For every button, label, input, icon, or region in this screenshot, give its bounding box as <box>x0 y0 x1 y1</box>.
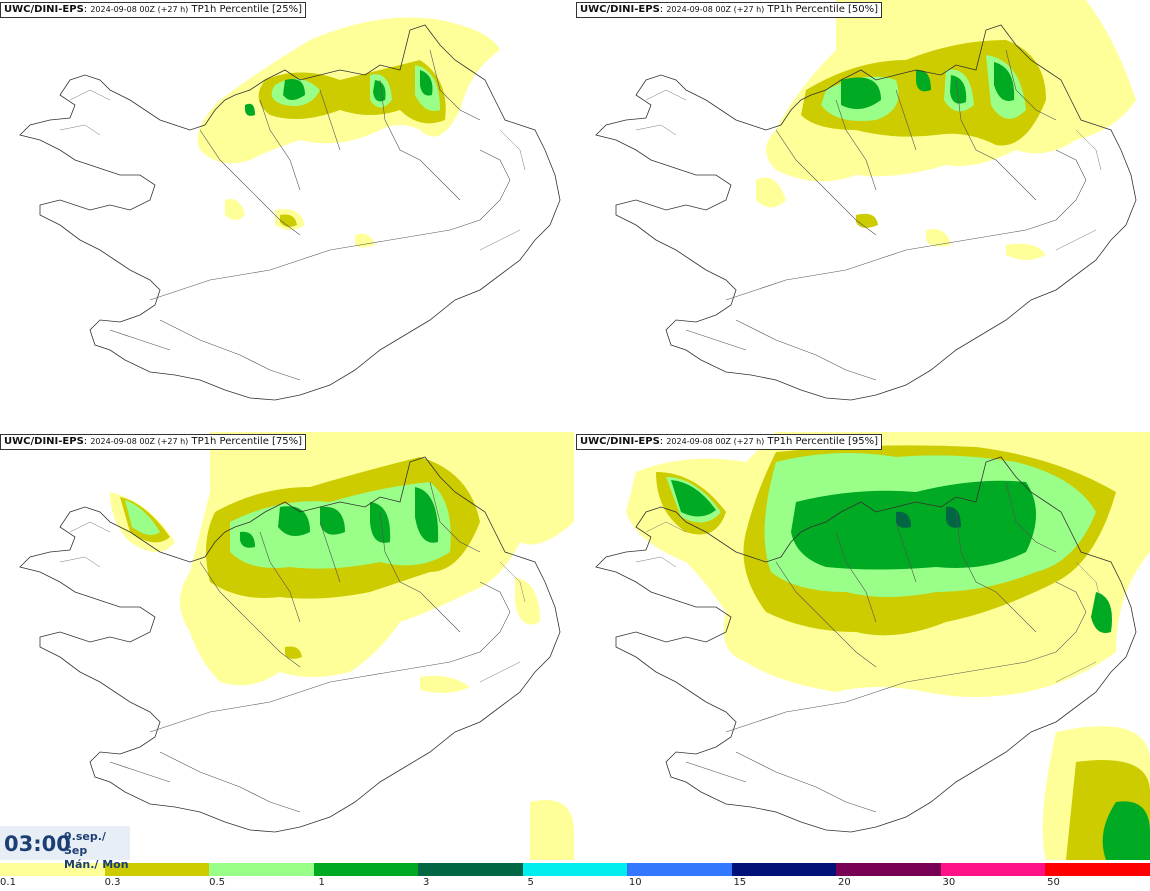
legend-tick-label: 0.3 <box>104 877 121 888</box>
valid-date-line2: Mán./ Mon <box>64 858 129 871</box>
legend-swatch <box>836 863 941 876</box>
legend-tick-label: 20 <box>837 877 851 888</box>
precip-contours <box>197 17 500 248</box>
precip-contours <box>626 432 1150 860</box>
precip-contours <box>110 432 574 860</box>
legend-swatch <box>731 863 837 876</box>
run-label: 2024-09-08 00Z (+27 h) <box>666 437 765 446</box>
model-label: UWC/DINI-EPS <box>4 4 84 15</box>
legend-swatch <box>940 863 1046 876</box>
model-label: UWC/DINI-EPS <box>580 4 660 15</box>
panel-title: UWC/DINI-EPS: 2024-09-08 00Z (+27 h) TP1… <box>576 2 883 18</box>
panel-title: UWC/DINI-EPS: 2024-09-08 00Z (+27 h) TP1… <box>0 2 307 18</box>
precip-field-p95 <box>595 432 1150 860</box>
legend-color-bar <box>0 863 1150 876</box>
color-legend: 0.1 0.3 0.5 1 3 5 10 15 20 30 50 <box>0 863 1150 891</box>
legend-tick-label: 3 <box>422 877 430 888</box>
precip-field-p25 <box>19 17 561 401</box>
legend-tick-label: 30 <box>942 877 956 888</box>
variable-label: TP1h Percentile [95%] <box>767 436 879 447</box>
map-panel-p25: UWC/DINI-EPS: 2024-09-08 00Z (+27 h) TP1… <box>0 0 574 428</box>
run-label: 2024-09-08 00Z (+27 h) <box>666 5 765 14</box>
valid-date: 9.sep./ Sep Mán./ Mon <box>64 830 130 872</box>
legend-swatch <box>0 863 105 876</box>
variable-label: TP1h Percentile [50%] <box>767 4 879 15</box>
legend-tick-label: 5 <box>527 877 534 888</box>
legend-swatch <box>1045 863 1150 876</box>
legend-tick-label: 0.1 <box>0 877 16 888</box>
panel-divider-horizontal <box>0 428 1150 432</box>
legend-swatch <box>522 863 628 876</box>
valid-date-line1: 9.sep./ Sep <box>64 830 106 857</box>
map-panel-p75: UWC/DINI-EPS: 2024-09-08 00Z (+27 h) TP1… <box>0 432 574 860</box>
map-panel-p95: UWC/DINI-EPS: 2024-09-08 00Z (+27 h) TP1… <box>576 432 1150 860</box>
legend-swatch <box>104 863 210 876</box>
legend-swatch <box>418 863 523 876</box>
legend-swatch <box>627 863 732 876</box>
map-panel-p50: UWC/DINI-EPS: 2024-09-08 00Z (+27 h) TP1… <box>576 0 1150 428</box>
run-label: 2024-09-08 00Z (+27 h) <box>90 5 189 14</box>
precip-field-p75 <box>19 432 574 860</box>
legend-tick-label: 50 <box>1047 877 1060 888</box>
variable-label: TP1h Percentile [25%] <box>191 4 303 15</box>
precip-contours <box>756 0 1136 260</box>
legend-swatch <box>313 863 419 876</box>
panel-title: UWC/DINI-EPS: 2024-09-08 00Z (+27 h) TP1… <box>576 434 883 450</box>
legend-tick-label: 1 <box>318 877 325 888</box>
legend-tick-label: 15 <box>733 877 747 888</box>
model-label: UWC/DINI-EPS <box>580 436 660 447</box>
legend-swatch <box>209 863 314 876</box>
variable-label: TP1h Percentile [75%] <box>191 436 303 447</box>
valid-time: 03:00 <box>4 832 71 856</box>
legend-tick-label: 0.5 <box>209 877 226 888</box>
valid-time-box: 03:00 9.sep./ Sep Mán./ Mon <box>0 826 130 871</box>
precip-field-p50 <box>595 0 1137 401</box>
panel-title: UWC/DINI-EPS: 2024-09-08 00Z (+27 h) TP1… <box>0 434 307 450</box>
legend-tick-label: 10 <box>628 877 642 888</box>
run-label: 2024-09-08 00Z (+27 h) <box>90 437 189 446</box>
model-label: UWC/DINI-EPS <box>4 436 84 447</box>
